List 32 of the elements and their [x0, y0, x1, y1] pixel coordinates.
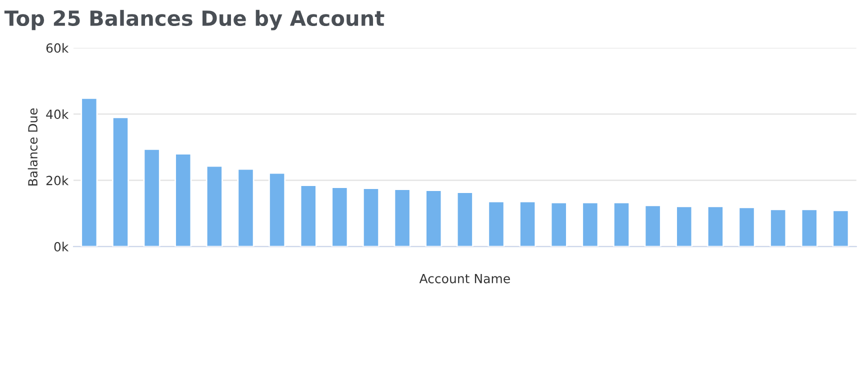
- bar: [331, 186, 348, 247]
- y-tick-label: 40k: [46, 109, 69, 120]
- y-tick-label: 20k: [46, 176, 69, 186]
- bar: [268, 172, 286, 247]
- bar: [582, 202, 599, 247]
- bar: [456, 192, 474, 247]
- bar: [770, 208, 787, 247]
- bar: [425, 190, 442, 247]
- bar: [644, 204, 662, 247]
- bar: [832, 210, 850, 247]
- bar: [206, 165, 223, 247]
- y-tick-label: 60k: [46, 43, 69, 53]
- bar: [612, 202, 630, 247]
- bar: [550, 202, 568, 247]
- bar: [80, 97, 98, 247]
- bar: [174, 153, 192, 247]
- bar: [362, 188, 380, 247]
- y-tick-label: 0k: [54, 242, 69, 252]
- bar: [519, 200, 536, 247]
- bar: [300, 184, 317, 247]
- bar: [676, 206, 693, 247]
- bar: [394, 188, 411, 247]
- chart-title: Top 25 Balances Due by Account: [4, 10, 384, 30]
- y-axis-title: Balance Due: [28, 108, 38, 186]
- bar: [237, 168, 254, 247]
- bar: [800, 208, 818, 247]
- bar: [143, 148, 160, 247]
- bar: [488, 200, 505, 247]
- bar: [706, 206, 724, 247]
- bar: [112, 116, 130, 247]
- x-axis-title: Account Name: [419, 274, 510, 284]
- bar: [738, 206, 756, 247]
